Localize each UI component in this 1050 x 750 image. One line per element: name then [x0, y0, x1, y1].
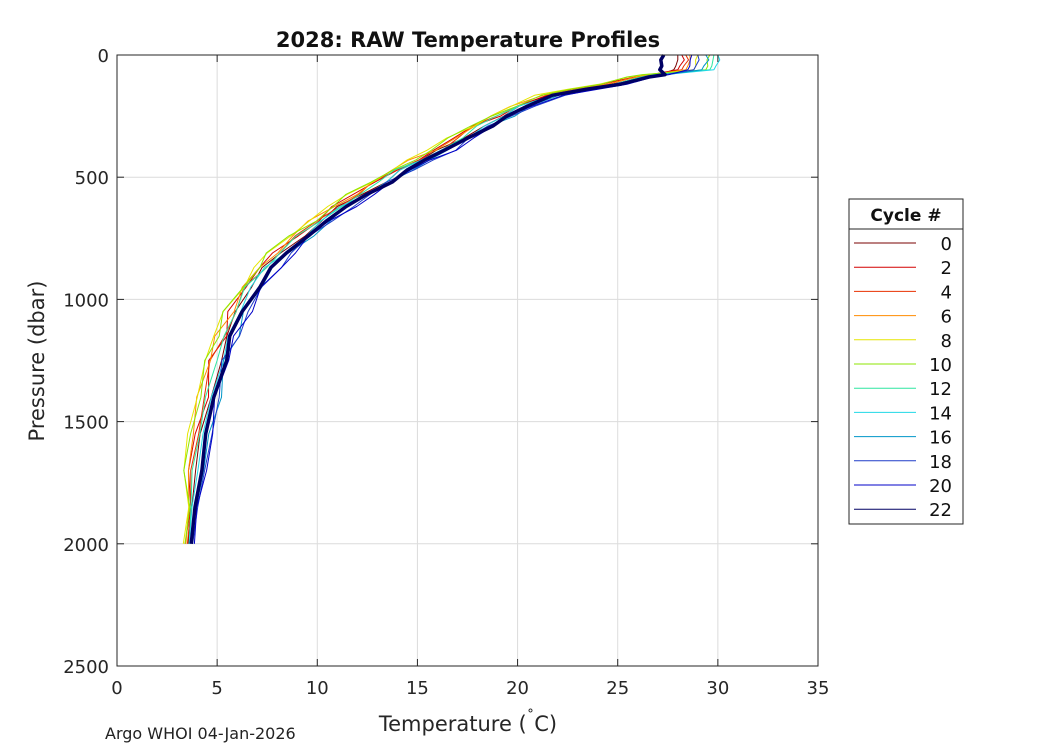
- profile-series: [182, 54, 721, 544]
- x-tick-label: 30: [706, 678, 729, 699]
- y-axis-label: Pressure (dbar): [25, 281, 49, 442]
- legend-box: [848, 198, 964, 525]
- legend-label-4: 4: [941, 282, 952, 303]
- footer-credit: Argo WHOI 04-Jan-2026: [105, 724, 296, 743]
- x-axis-label: Temperature (˚C): [378, 708, 557, 736]
- profile-cycle-10: [183, 54, 711, 544]
- legend-label-2: 2: [941, 258, 952, 279]
- axes-frame: [116, 54, 819, 667]
- y-tick-label: 2500: [63, 657, 109, 678]
- legend-label-22: 22: [929, 500, 952, 521]
- chart-title: 2028: RAW Temperature Profiles: [276, 28, 660, 52]
- legend-label-14: 14: [929, 403, 952, 424]
- legend: Cycle # 0 2 4 6 8 10 12 14 16 18 20 22: [848, 198, 964, 525]
- legend-label-18: 18: [929, 452, 952, 473]
- legend-label-12: 12: [929, 379, 952, 400]
- legend-label-0: 0: [941, 234, 952, 255]
- x-tick-label: 20: [506, 678, 529, 699]
- x-tick-label: 15: [406, 678, 429, 699]
- legend-label-10: 10: [929, 355, 952, 376]
- x-tick-label: 0: [111, 678, 122, 699]
- legend-title: Cycle #: [870, 206, 941, 226]
- y-tick-label: 1500: [63, 413, 109, 434]
- legend-label-8: 8: [941, 331, 952, 352]
- x-tick-label: 35: [807, 678, 830, 699]
- y-tick-label: 1000: [63, 290, 109, 311]
- x-axis-ticks: 0 5 10 15 20 25 30 35: [111, 55, 829, 699]
- legend-label-20: 20: [929, 476, 952, 497]
- legend-label-6: 6: [941, 307, 952, 328]
- x-tick-label: 5: [211, 678, 222, 699]
- y-tick-label: 2000: [63, 535, 109, 556]
- profile-cycle-22: [189, 54, 667, 544]
- legend-label-16: 16: [929, 428, 952, 449]
- y-tick-label: 0: [98, 46, 109, 67]
- x-tick-label: 10: [306, 678, 329, 699]
- y-axis-ticks: 0 500 1000 1500 2000 2500: [63, 46, 818, 678]
- profile-cycle-12: [188, 54, 715, 544]
- x-tick-label: 25: [606, 678, 629, 699]
- legend-entries: 0 2 4 6 8 10 12 14 16 18 20 22: [854, 234, 952, 521]
- y-tick-label: 500: [75, 168, 109, 189]
